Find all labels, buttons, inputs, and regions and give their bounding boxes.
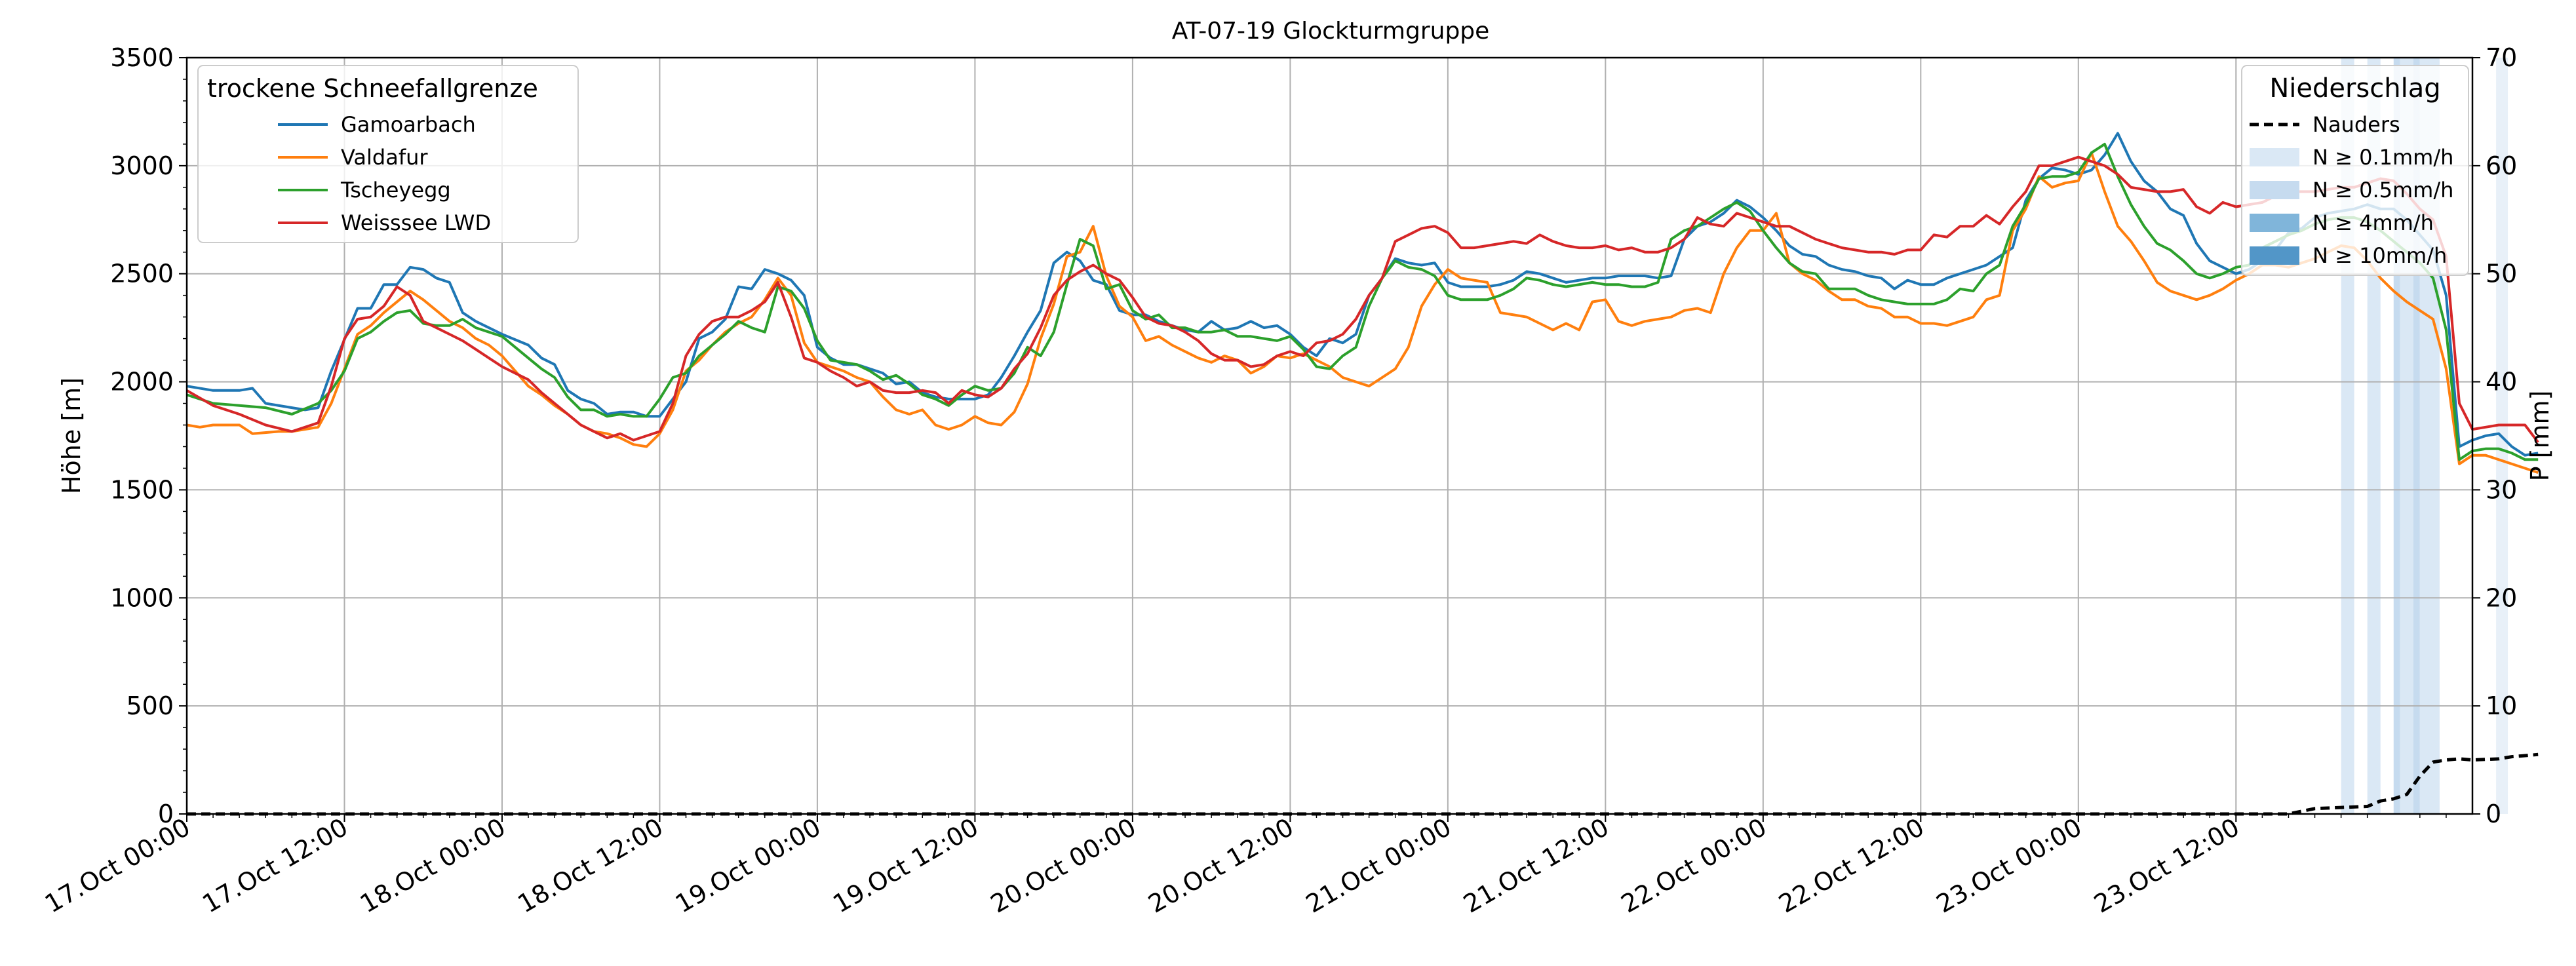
legend-precip-swatch bbox=[2250, 214, 2299, 232]
x-tick-label: 18.Oct 00:00 bbox=[355, 813, 511, 919]
x-tick-label: 23.Oct 00:00 bbox=[1932, 813, 2087, 919]
x-tick-label: 20.Oct 12:00 bbox=[1143, 813, 1298, 919]
y2-axis-label: P [mm] bbox=[2526, 391, 2554, 482]
y2-tick-label: 0 bbox=[2486, 800, 2501, 828]
y-tick-label: 3000 bbox=[110, 151, 174, 180]
legend-main-label: Gamoarbach bbox=[341, 112, 476, 137]
y2-tick-label: 30 bbox=[2486, 475, 2517, 504]
legend-main-label: Valdafur bbox=[341, 145, 428, 170]
legend-main-box bbox=[197, 65, 579, 243]
plot-frame bbox=[185, 56, 2474, 815]
y2-tick-label: 20 bbox=[2486, 583, 2517, 612]
y2-tick-label: 40 bbox=[2486, 368, 2517, 396]
legend-precip-swatch bbox=[2250, 246, 2299, 265]
series-line-gamoarbach bbox=[186, 132, 2539, 457]
legend-precip-label: N ≥ 0.5mm/h bbox=[2313, 178, 2453, 203]
x-tick-labels: 17.Oct 00:00 17.Oct 12:00 18.Oct 00:00 18.O… bbox=[40, 813, 2244, 919]
y2-tick-label: 10 bbox=[2486, 691, 2517, 720]
legend-main: trockene Schneefallgrenze Gamoarbach Vald… bbox=[197, 65, 579, 243]
x-tick-label: 20.Oct 00:00 bbox=[986, 813, 1141, 919]
legend-main-label: Weisssee LWD bbox=[341, 210, 491, 235]
y-tick-labels: 0 500 1000 1500 2000 2500 3000 3500 bbox=[110, 43, 174, 828]
axis-ticks bbox=[179, 57, 2480, 822]
legend-main-items: Gamoarbach Valdafur Tscheyegg Weisssee LWD bbox=[278, 112, 491, 235]
x-tick-label: 18.Oct 12:00 bbox=[513, 813, 668, 919]
legend-precip: Niederschlag Nauders N ≥ 0.1mm/h N ≥ 0.5mm… bbox=[2241, 65, 2469, 276]
series-line-weisssee-lwd bbox=[186, 155, 2539, 444]
y2-tick-labels: 0 10 20 30 40 50 60 70 bbox=[2486, 43, 2517, 828]
x-tick-label: 19.Oct 12:00 bbox=[828, 813, 983, 919]
y-tick-label: 500 bbox=[126, 691, 174, 720]
y-tick-label: 2500 bbox=[110, 260, 174, 288]
y-tick-label: 3500 bbox=[110, 43, 174, 72]
series-lines bbox=[186, 132, 2539, 816]
y-tick-label: 1000 bbox=[110, 583, 174, 612]
x-tick-label: 23.Oct 12:00 bbox=[2089, 813, 2244, 919]
legend-precip-label: N ≥ 0.1mm/h bbox=[2313, 145, 2453, 170]
chart-title: AT-07-19 Glockturmgruppe bbox=[1172, 18, 1490, 45]
x-tick-label: 21.Oct 00:00 bbox=[1301, 813, 1456, 919]
series-line-valdafur bbox=[186, 151, 2539, 474]
legend-precip-swatch bbox=[2250, 148, 2299, 166]
legend-main-label: Tscheyegg bbox=[340, 178, 451, 203]
legend-precip-swatch bbox=[2250, 181, 2299, 199]
legend-main-title: trockene Schneefallgrenze bbox=[207, 74, 538, 103]
y2-tick-label: 70 bbox=[2486, 43, 2517, 72]
y2-tick-label: 50 bbox=[2486, 260, 2517, 288]
legend-precip-label: Nauders bbox=[2313, 112, 2400, 137]
y-tick-label: 0 bbox=[158, 800, 174, 828]
precip-band bbox=[2413, 58, 2420, 814]
y-tick-label: 1500 bbox=[110, 475, 174, 504]
y-axis-label: Höhe [m] bbox=[57, 377, 86, 494]
x-tick-label: 17.Oct 12:00 bbox=[197, 813, 353, 919]
series-line-nauders bbox=[187, 752, 2539, 816]
legend-precip-label: N ≥ 10mm/h bbox=[2313, 243, 2447, 268]
legend-precip-items: Nauders N ≥ 0.1mm/h N ≥ 0.5mm/h N ≥ 4mm/h N … bbox=[2250, 112, 2453, 268]
series-line-tscheyegg bbox=[186, 142, 2539, 461]
y-tick-label: 2000 bbox=[110, 368, 174, 396]
legend-precip-label: N ≥ 4mm/h bbox=[2313, 210, 2434, 235]
legend-precip-title: Niederschlag bbox=[2269, 73, 2440, 104]
x-tick-label: 21.Oct 12:00 bbox=[1458, 813, 1614, 919]
x-tick-label: 22.Oct 00:00 bbox=[1616, 813, 1772, 919]
precip-band bbox=[2393, 58, 2400, 814]
x-tick-label: 22.Oct 12:00 bbox=[1774, 813, 1929, 919]
y2-tick-label: 60 bbox=[2486, 151, 2517, 180]
x-tick-label: 19.Oct 00:00 bbox=[671, 813, 826, 919]
